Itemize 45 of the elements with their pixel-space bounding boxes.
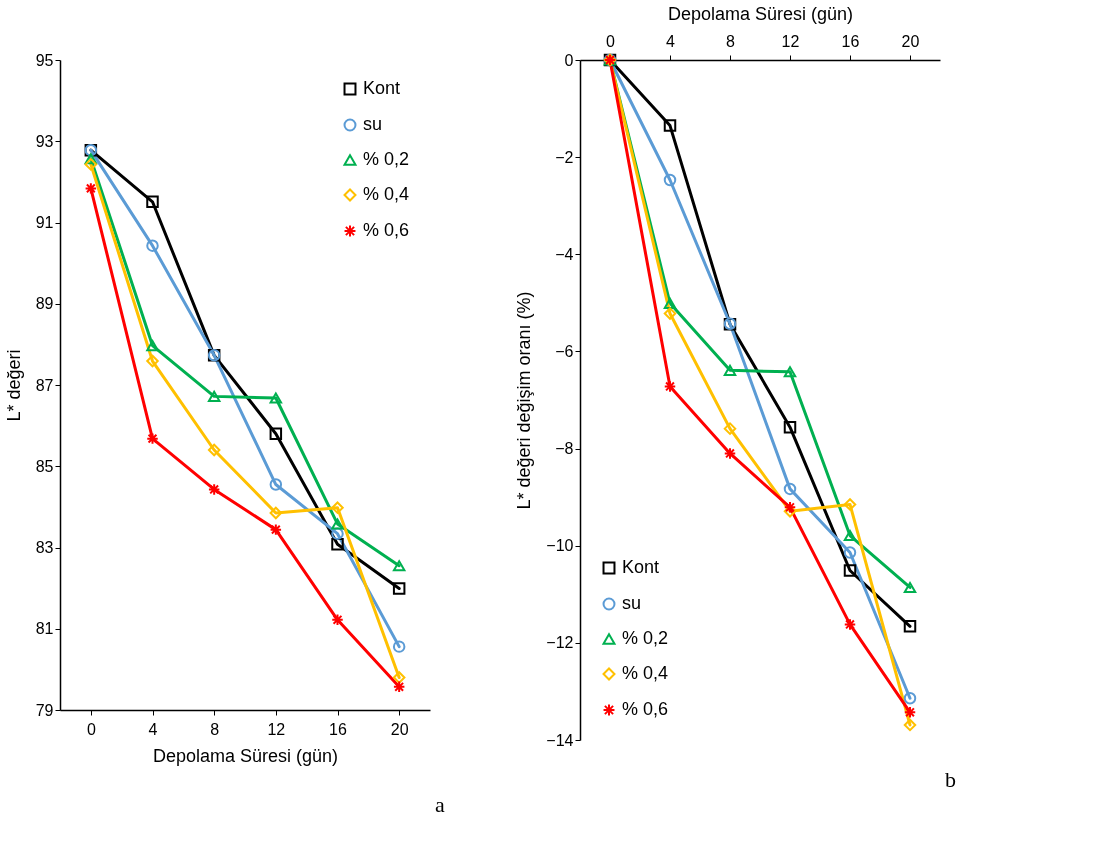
x2-axis-title: Depolama Süresi (gün) <box>667 3 854 24</box>
x-tick-label: 12 <box>781 32 800 50</box>
y-tick-label: 87 <box>35 376 54 394</box>
legend-label: Kont <box>622 557 660 577</box>
y-tick-label: 83 <box>35 539 54 556</box>
x-tick-label: 20 <box>901 32 920 50</box>
text: b <box>945 767 956 792</box>
y-tick-label: −12 <box>546 634 574 652</box>
y-tick-label: −14 <box>546 731 574 749</box>
y-axis-title: L* değeri değişim oranı (%) <box>514 291 535 510</box>
y-axis-title: L* değeri <box>3 349 24 422</box>
legend-label: % 0,2 <box>622 628 669 648</box>
x-tick-label: 4 <box>666 32 676 50</box>
x-tick-label: 0 <box>86 720 96 738</box>
x-tick-label: 16 <box>329 720 347 738</box>
x-tick-label: 20 <box>390 720 409 738</box>
y-tick-label: −8 <box>555 440 574 458</box>
y-tick-label: −4 <box>555 245 574 263</box>
x-tick-label: 8 <box>210 720 220 738</box>
legend-label: % 0,6 <box>363 220 410 240</box>
y-tick-label: −10 <box>546 537 574 555</box>
legend-label: su <box>363 114 383 134</box>
y-tick-label: 91 <box>35 214 54 231</box>
x-tick-label: 4 <box>148 720 158 738</box>
x-tick-label: 16 <box>841 32 860 50</box>
text: a <box>435 792 445 817</box>
legend-label: % 0,2 <box>363 149 410 169</box>
y-tick-label: 0 <box>564 51 574 69</box>
legend-label: su <box>622 593 642 613</box>
y-tick-label: −6 <box>555 342 574 360</box>
x-tick-label: 12 <box>267 720 286 738</box>
legend-label: % 0,4 <box>363 184 410 204</box>
x-axis-title: Depolama Süresi (gün) <box>152 745 339 766</box>
x-tick-label: 0 <box>606 32 616 50</box>
legend-label: % 0,6 <box>622 699 669 719</box>
y-tick-label: 85 <box>35 457 54 475</box>
y-tick-label: 81 <box>35 620 54 638</box>
y-tick-label: 79 <box>35 701 54 719</box>
legend-label: % 0,4 <box>622 663 669 683</box>
x-tick-label: 8 <box>726 32 736 50</box>
y-tick-label: −2 <box>555 148 574 166</box>
y-tick-label: 93 <box>35 132 54 150</box>
y-tick-label: 89 <box>35 295 54 313</box>
legend-label: Kont <box>363 78 401 98</box>
y-tick-label: 95 <box>35 51 54 69</box>
